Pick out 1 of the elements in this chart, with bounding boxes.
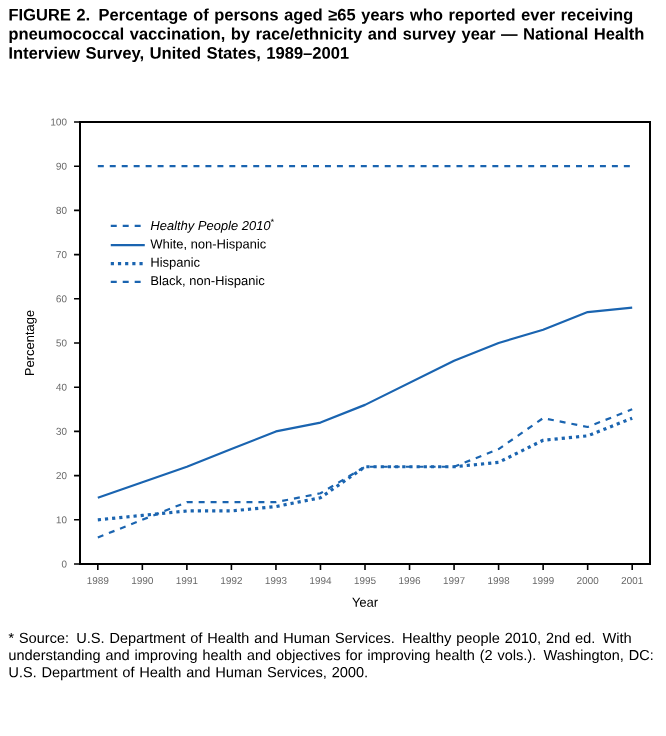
chart-title: FIGURE 2. Percentage of persons aged ≥65 years who reported ever receiving pneumococcal vaccination, by race/ethnicity and survey year — National Health Interview Survey, United States, 1989–2001: [9, 8, 644, 63]
